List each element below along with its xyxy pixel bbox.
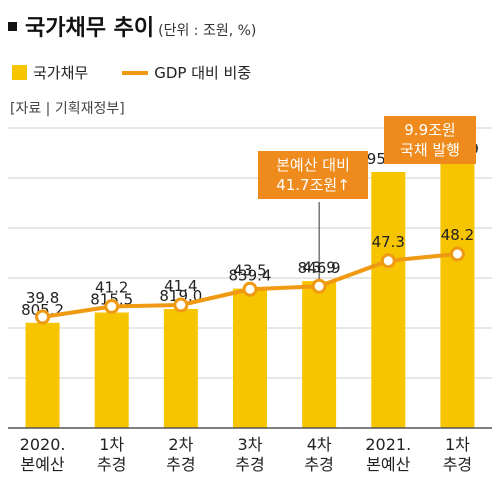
gdp-ratio-label: 48.2 (441, 226, 474, 244)
x-tick-label: 1차 (445, 435, 470, 454)
gdp-ratio-point (242, 281, 258, 297)
legend-line-label: GDP 대비 비중 (154, 64, 252, 82)
x-tick-label: 2020. (20, 435, 66, 454)
bar-value-label: 839.4 (229, 267, 272, 285)
gdp-ratio-point (449, 246, 465, 262)
chart-title: 국가채무 추이 (단위 : 조원, %) (8, 10, 256, 42)
bar (371, 172, 406, 428)
x-tick-label: 추경 (97, 455, 126, 474)
x-tick-label: 본예산 (366, 455, 410, 474)
unit-label: (단위 : 조원, %) (158, 23, 257, 39)
callout-1-line2: 41.7조원↑ (276, 176, 350, 194)
legend: 국가채무 GDP 대비 비중 (12, 62, 251, 83)
gdp-ratio-label: 41.4 (164, 277, 197, 295)
x-tick-label: 본예산 (20, 455, 64, 474)
gdp-ratio-point (104, 299, 120, 314)
gdp-ratio-label: 41.2 (95, 279, 128, 297)
gdp-ratio-point (173, 297, 189, 313)
legend-bar-swatch (12, 65, 27, 80)
bar (302, 281, 337, 428)
gdp-ratio-point (35, 309, 51, 325)
gdp-ratio-point (380, 253, 396, 269)
x-tick-label: 3차 (238, 435, 263, 454)
bar (233, 288, 267, 428)
callout-supplementary-budget: 본예산 대비 41.7조원↑ (258, 151, 368, 199)
callout-bond-issuance: 9.9조원 국채 발행 (384, 116, 476, 164)
x-tick-label: 추경 (304, 455, 333, 474)
x-tick-label: 추경 (166, 455, 195, 474)
callout-2-line2: 국채 발행 (400, 141, 460, 159)
bar-value-label: 819.0 (159, 287, 202, 305)
gdp-ratio-label: 43.9 (302, 258, 335, 276)
gdp-ratio-label: 47.3 (372, 233, 405, 251)
x-tick-label: 추경 (235, 455, 264, 474)
callout-1-line1: 본예산 대비 (276, 156, 350, 174)
callout-2-line1: 9.9조원 (404, 121, 456, 139)
bar-value-label: 846.9 (298, 259, 341, 277)
gdp-ratio-label: 43.5 (233, 261, 266, 279)
title-square-icon (8, 21, 17, 31)
x-tick-label: 2차 (168, 435, 193, 454)
bar (25, 322, 60, 428)
legend-bar-label: 국가채무 (33, 64, 89, 82)
x-tick-label: 추경 (443, 455, 472, 474)
title-text: 국가채무 추이 (25, 16, 155, 41)
bar (440, 162, 475, 428)
gdp-ratio-label: 39.8 (26, 289, 59, 307)
legend-line-swatch (122, 70, 149, 75)
source-label: [자료 | 기획재정부] (10, 101, 125, 117)
bar (163, 309, 198, 428)
x-tick-label: 1차 (99, 435, 124, 454)
x-tick-label: 4차 (307, 435, 332, 454)
bar (94, 312, 129, 428)
x-tick-label: 2021. (365, 435, 411, 454)
gdp-ratio-point (311, 278, 327, 294)
